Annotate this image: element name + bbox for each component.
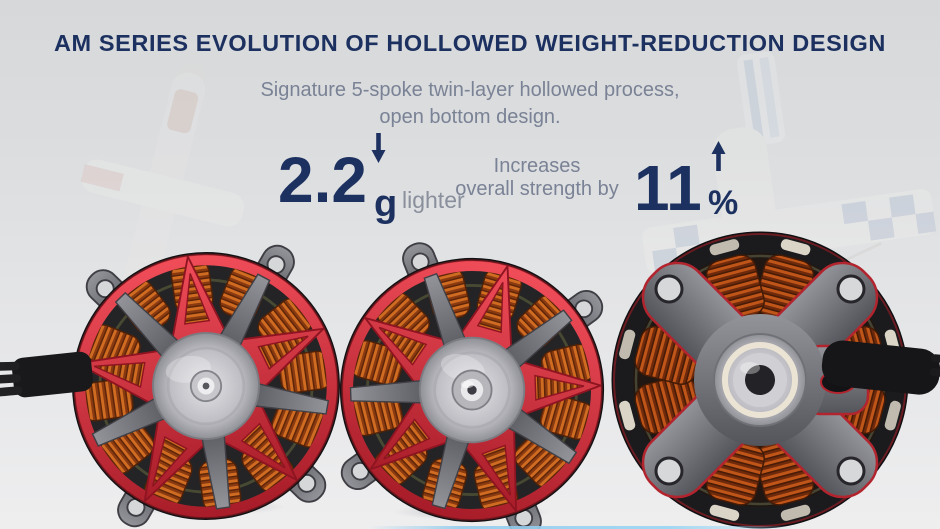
strength-caption-line-2: overall strength by — [455, 178, 619, 200]
subtitle-line-1: Signature 5-spoke twin-layer hollowed pr… — [260, 79, 680, 101]
arrow-down-icon — [371, 133, 386, 163]
subtitle-line-2: open bottom design. — [379, 106, 561, 128]
strength-unit: % — [708, 184, 739, 222]
bottom-accent-line — [368, 526, 798, 529]
weight-label: lighter — [402, 187, 465, 213]
weight-value: 2.2 — [278, 144, 367, 216]
page-title: AM SERIES EVOLUTION OF HOLLOWED WEIGHT-R… — [53, 30, 886, 56]
motor-image-left — [0, 244, 348, 528]
strength-caption-line-1: Increases — [493, 155, 581, 177]
arrow-up-icon — [711, 141, 726, 171]
strength-increase-stat: Increases overall strength by 11 % — [448, 141, 748, 220]
page-subtitle: Signature 5-spoke twin-layer hollowed pr… — [0, 77, 940, 131]
motor-image-right — [611, 231, 940, 529]
weight-reduction-stat: 2.2 g lighter — [278, 133, 488, 223]
weight-unit: g — [374, 183, 398, 225]
strength-value: 11 — [634, 152, 702, 224]
strength-caption: Increases overall strength by — [448, 155, 626, 201]
motor-image-center — [332, 250, 612, 529]
